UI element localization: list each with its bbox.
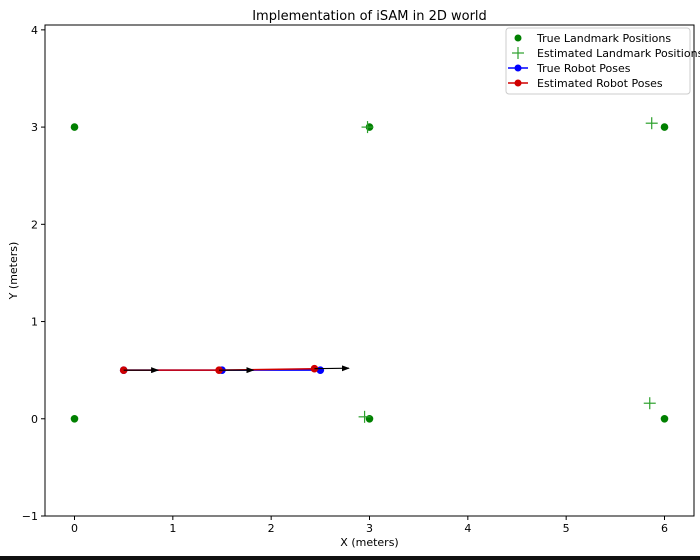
x-tick-label: 0 — [71, 522, 78, 535]
legend-entry-label: Estimated Robot Poses — [537, 77, 663, 90]
true-landmark-point — [70, 123, 79, 131]
true-landmark-point — [70, 414, 79, 423]
legend-box — [505, 27, 691, 95]
legend-entry-label: True Robot Poses — [536, 62, 631, 75]
y-axis: −1 0 1 2 3 4 — [22, 24, 45, 523]
true-landmark-point — [660, 123, 669, 131]
y-tick-label: 0 — [31, 413, 38, 426]
estimated-landmark-point — [358, 410, 371, 423]
x-axis-label: X (meters) — [340, 536, 398, 549]
legend-handle-dot — [514, 64, 522, 72]
x-tick-label: 2 — [268, 522, 275, 535]
x-tick-label: 1 — [169, 522, 176, 535]
x-tick-label: 3 — [366, 522, 373, 535]
legend-entry-label: Estimated Landmark Positions — [537, 47, 700, 60]
legend-handle-dot — [514, 34, 522, 42]
legend-handle-plus — [512, 47, 524, 59]
robot-pose-point — [119, 366, 128, 374]
chart-title: Implementation of iSAM in 2D world — [252, 9, 487, 24]
y-tick-label: 3 — [31, 121, 38, 134]
true-landmark-point — [365, 414, 374, 423]
legend-entry-label: True Landmark Positions — [536, 32, 671, 45]
window-bottom-bar — [0, 556, 700, 560]
y-tick-label: 2 — [31, 218, 38, 231]
estimated-landmark-point — [643, 397, 656, 410]
x-tick-label: 6 — [661, 522, 668, 535]
estimated-landmark-point — [361, 121, 374, 134]
y-axis-label: Y (meters) — [7, 242, 20, 301]
plot-area — [44, 24, 695, 517]
y-tick-label: 4 — [31, 24, 38, 37]
x-axis: 0 1 2 3 4 5 6 — [71, 516, 668, 535]
plot-marks — [70, 117, 669, 423]
legend: True Landmark Positions Estimated Landmar… — [505, 27, 700, 95]
y-tick-label: −1 — [22, 510, 38, 523]
legend-handle-dot — [514, 79, 522, 87]
estimated-landmark-point — [645, 117, 658, 130]
y-tick-label: 1 — [31, 316, 38, 329]
true-landmark-point — [660, 414, 669, 423]
x-tick-label: 4 — [464, 522, 471, 535]
x-tick-label: 5 — [563, 522, 570, 535]
